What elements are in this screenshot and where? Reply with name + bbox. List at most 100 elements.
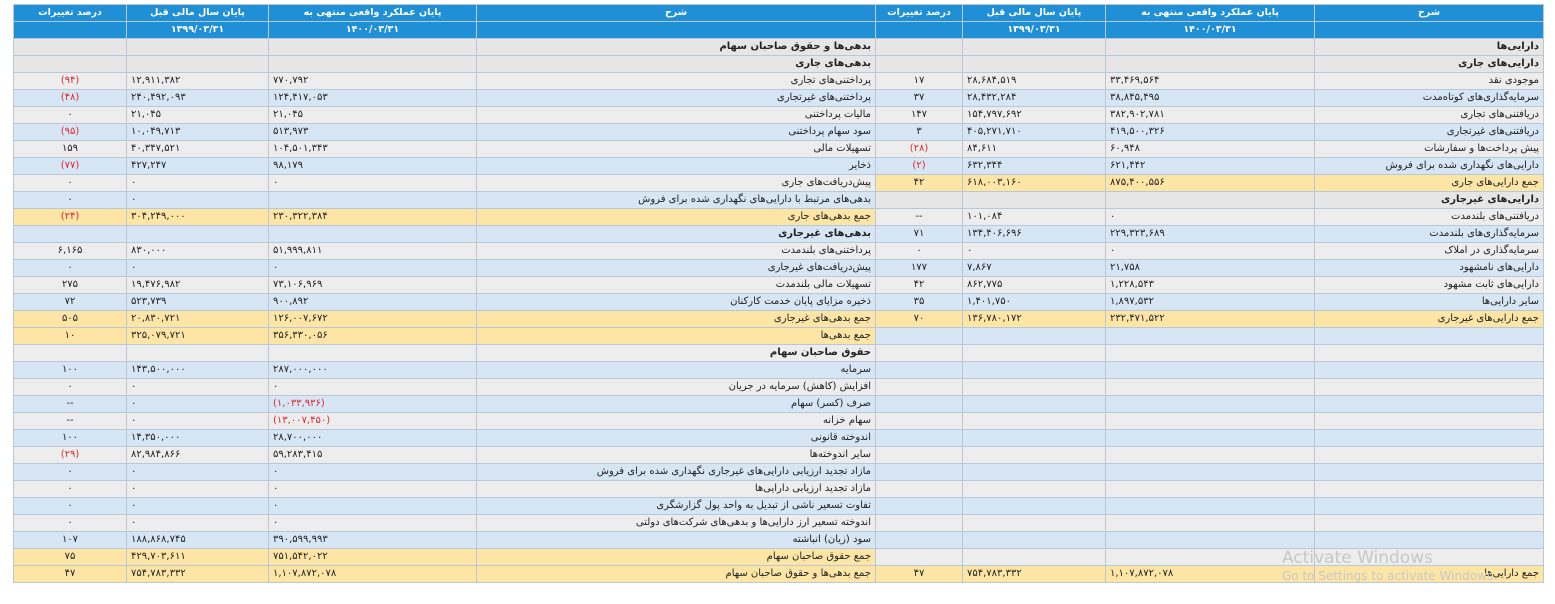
liab-desc-header[interactable]: شرح bbox=[476, 4, 876, 22]
table-row[interactable]: دریافتنی‌های بلندمدت ۰ ۱۰۱,۰۸۴ -- جمع بدهی‌ه… bbox=[13, 208, 1544, 226]
assets-pct-cell bbox=[875, 55, 963, 73]
liab-pct-header[interactable]: درصد تغییرات bbox=[13, 4, 127, 22]
liab-current-cell: (۱,۰۳۳,۹۳۶) bbox=[268, 395, 477, 413]
assets-current-cell: ۸۷۵,۴۰۰,۵۵۶ bbox=[1105, 174, 1315, 192]
liab-desc-cell: پرداختنی‌های غیرتجاری bbox=[476, 89, 876, 107]
table-row[interactable]: مازاد تجدید ارزیابی دارایی‌های غیرجاری ن… bbox=[13, 463, 1544, 481]
liab-pct-cell: -- bbox=[13, 395, 127, 413]
liab-pct-cell: ۷۵ bbox=[13, 548, 127, 566]
assets-pct-cell: ۴۲ bbox=[875, 276, 963, 294]
liab-current-cell: ۱۲۶,۰۰۷,۶۷۲ bbox=[268, 310, 477, 328]
table-row[interactable]: سرمایه ۲۸۷,۰۰۰,۰۰۰ ۱۴۳,۵۰۰,۰۰۰ ۱۰۰ bbox=[13, 361, 1544, 379]
assets-prev-cell: ۴۰۵,۲۷۱,۷۱۰ bbox=[962, 123, 1106, 141]
liab-current-cell: ۰ bbox=[268, 480, 477, 498]
liab-current-cell: ۹۰۰,۸۹۲ bbox=[268, 293, 477, 311]
liab-desc-cell: مازاد تجدید ارزیابی دارایی‌ها bbox=[476, 480, 876, 498]
liab-prev-date: ۱۳۹۹/۰۳/۳۱ bbox=[126, 21, 269, 39]
liab-desc-cell: جمع حقوق صاحبان سهام bbox=[476, 548, 876, 566]
assets-prev-cell: ۸۴,۶۱۱ bbox=[962, 140, 1106, 158]
liab-prev-cell bbox=[126, 344, 269, 362]
assets-desc-cell: دریافتنی‌های تجاری bbox=[1314, 106, 1544, 124]
liab-pct-cell: ۱۰ bbox=[13, 327, 127, 345]
assets-pct-cell bbox=[875, 344, 963, 362]
table-row[interactable]: دارایی‌های غیرجاری بدهی‌های مرتبط با دارا… bbox=[13, 191, 1544, 209]
table-row[interactable]: جمع دارایی‌های جاری ۸۷۵,۴۰۰,۵۵۶ ۶۱۸,۰۰۳,۱۶… bbox=[13, 174, 1544, 192]
liab-prev-cell: ۱۴,۳۵۰,۰۰۰ bbox=[126, 429, 269, 447]
assets-current-header[interactable]: پایان عملکرد واقعی منتهی به bbox=[1105, 4, 1315, 22]
liab-pct-cell: ۰ bbox=[13, 259, 127, 277]
liab-pct-cell: (۹۴) bbox=[13, 72, 127, 90]
table-row[interactable]: اندوخته قانونی ۲۸,۷۰۰,۰۰۰ ۱۴,۳۵۰,۰۰۰ ۱۰۰ bbox=[13, 429, 1544, 447]
assets-desc-cell bbox=[1314, 429, 1544, 447]
table-row[interactable]: دارایی‌ها بدهی‌ها و حقوق صاحبان سهام bbox=[13, 38, 1544, 56]
liab-prev-cell: ۳۲۵,۰۷۹,۷۲۱ bbox=[126, 327, 269, 345]
liab-prev-cell: ۱۰,۰۴۹,۷۱۳ bbox=[126, 123, 269, 141]
table-row[interactable]: اندوخته تسعیر ارز دارایی‌ها و بدهی‌های ش… bbox=[13, 514, 1544, 532]
liab-pct-cell: ۷۲ bbox=[13, 293, 127, 311]
table-row[interactable]: سرمایه‌گذاری در املاک ۰ ۰ ۰ پرداختنی‌های بلن… bbox=[13, 242, 1544, 260]
liab-pct-cell: ۱۰۷ bbox=[13, 531, 127, 549]
table-row[interactable]: حقوق صاحبان سهام bbox=[13, 344, 1544, 362]
table-row[interactable]: دریافتنی‌های تجاری ۳۸۲,۹۰۲,۷۸۱ ۱۵۴,۷۹۷,۶۹۲… bbox=[13, 106, 1544, 124]
liab-desc-cell: پرداختنی‌های تجاری bbox=[476, 72, 876, 90]
liab-pct-cell: ۰ bbox=[13, 378, 127, 396]
liab-desc-cell: پیش‌دریافت‌های غیرجاری bbox=[476, 259, 876, 277]
liab-desc-cell: افزایش (کاهش) سرمایه در جریان bbox=[476, 378, 876, 396]
liab-desc-cell: پرداختنی‌های بلندمدت bbox=[476, 242, 876, 260]
table-row[interactable]: سایر دارایی‌ها ۱,۸۹۷,۵۳۲ ۱,۴۰۱,۷۵۰ ۳۵ ذخیره … bbox=[13, 293, 1544, 311]
table-row[interactable]: سایر اندوخته‌ها ۵۹,۲۸۳,۴۱۵ ۸۲,۹۸۴,۸۶۶ (۲۹) bbox=[13, 446, 1544, 464]
table-row[interactable]: دارایی‌های نگهداری شده برای فروش ۶۲۱,۴۴۲ ۶… bbox=[13, 157, 1544, 175]
liab-prev-cell: ۱۹,۴۷۶,۹۸۲ bbox=[126, 276, 269, 294]
assets-desc-cell bbox=[1314, 378, 1544, 396]
liab-pct-cell: ۰ bbox=[13, 497, 127, 515]
liab-pct-cell: (۹۵) bbox=[13, 123, 127, 141]
liab-current-cell: (۱۳,۰۰۷,۴۵۰) bbox=[268, 412, 477, 430]
assets-pct-cell bbox=[875, 395, 963, 413]
liab-desc-cell: بدهی‌ها و حقوق صاحبان سهام bbox=[476, 38, 876, 56]
liab-current-cell: ۱۰۴,۵۰۱,۳۴۳ bbox=[268, 140, 477, 158]
liab-prev-cell: ۰ bbox=[126, 412, 269, 430]
assets-prev-cell bbox=[962, 497, 1106, 515]
liab-pct-cell: ۴۷ bbox=[13, 565, 127, 583]
table-row[interactable]: دارایی‌های ثابت مشهود ۱,۲۲۸,۵۴۳ ۸۶۲,۷۷۵ ۴۲ ت… bbox=[13, 276, 1544, 294]
table-row[interactable]: جمع دارایی‌های غیرجاری ۲۳۲,۴۷۱,۵۲۲ ۱۳۶,۷۸۰… bbox=[13, 310, 1544, 328]
liab-desc-cell: بدهی‌های مرتبط با دارایی‌های نگهداری شده… bbox=[476, 191, 876, 209]
watermark-title: Activate Windows bbox=[1282, 548, 1433, 568]
table-row[interactable]: موجودی نقد ۳۳,۴۶۹,۵۶۴ ۲۸,۶۸۴,۵۱۹ ۱۷ پرداختنی… bbox=[13, 72, 1544, 90]
assets-pct-cell: (۲۸) bbox=[875, 140, 963, 158]
liab-current-header[interactable]: پایان عملکرد واقعی منتهی به bbox=[268, 4, 477, 22]
table-row[interactable]: سرمایه‌گذاری‌های کوتاه‌مدت ۳۸,۸۴۵,۴۹۵ ۲۸,۴… bbox=[13, 89, 1544, 107]
assets-desc-header[interactable]: شرح bbox=[1314, 4, 1544, 22]
assets-prev-header[interactable]: پایان سال مالی قبل bbox=[962, 4, 1106, 22]
table-row[interactable]: جمع بدهی‌ها ۳۵۶,۳۳۰,۰۵۶ ۳۲۵,۰۷۹,۷۲۱ ۱۰ bbox=[13, 327, 1544, 345]
liab-current-cell: ۹۸,۱۷۹ bbox=[268, 157, 477, 175]
assets-current-date: ۱۴۰۰/۰۳/۳۱ bbox=[1105, 21, 1315, 39]
table-row[interactable]: پیش پرداخت‌ها و سفارشات ۶۰,۹۴۸ ۸۴,۶۱۱ (۲۸) ت… bbox=[13, 140, 1544, 158]
assets-pct-cell: ۱۷ bbox=[875, 72, 963, 90]
liab-current-cell: ۱,۱۰۷,۸۷۲,۰۷۸ bbox=[268, 565, 477, 583]
table-row[interactable]: تفاوت تسعیر ناشی از تبدیل به واحد پول گز… bbox=[13, 497, 1544, 515]
liab-desc-cell: مالیات پرداختنی bbox=[476, 106, 876, 124]
table-row[interactable]: صرف (کسر) سهام (۱,۰۳۳,۹۳۶) ۰ -- bbox=[13, 395, 1544, 413]
liab-prev-cell: ۷۵۴,۷۸۳,۳۳۲ bbox=[126, 565, 269, 583]
table-row[interactable]: جمع حقوق صاحبان سهام ۷۵۱,۵۴۲,۰۲۲ ۴۲۹,۷۰۳,۶… bbox=[13, 548, 1544, 566]
table-row[interactable]: مازاد تجدید ارزیابی دارایی‌ها ۰ ۰ ۰ bbox=[13, 480, 1544, 498]
assets-pct-cell bbox=[875, 412, 963, 430]
table-row[interactable]: سرمایه‌گذاری‌های بلندمدت ۲۲۹,۳۲۳,۶۸۹ ۱۳۴,۴… bbox=[13, 225, 1544, 243]
assets-pct-header[interactable]: درصد تغییرات bbox=[875, 4, 963, 22]
assets-current-cell: ۳۳,۴۶۹,۵۶۴ bbox=[1105, 72, 1315, 90]
liab-desc-cell: سرمایه bbox=[476, 361, 876, 379]
table-row[interactable]: دریافتنی‌های غیرتجاری ۴۱۹,۵۰۰,۳۲۶ ۴۰۵,۲۷۱,… bbox=[13, 123, 1544, 141]
table-row[interactable]: افزایش (کاهش) سرمایه در جریان ۰ ۰ ۰ bbox=[13, 378, 1544, 396]
liab-prev-cell: ۴۰,۳۴۷,۵۲۱ bbox=[126, 140, 269, 158]
liab-pct-cell: (۲۴) bbox=[13, 208, 127, 226]
assets-prev-cell: ۷,۸۶۷ bbox=[962, 259, 1106, 277]
table-row[interactable]: دارایی‌های نامشهود ۲۱,۷۵۸ ۷,۸۶۷ ۱۷۷ پیش‌دریا… bbox=[13, 259, 1544, 277]
table-row[interactable]: دارایی‌های جاری بدهی‌های جاری bbox=[13, 55, 1544, 73]
assets-current-cell bbox=[1105, 548, 1315, 566]
table-row[interactable]: جمع دارایی‌ها ۱,۱۰۷,۸۷۲,۰۷۸ ۷۵۴,۷۸۳,۳۳۲ ۴۷ ج… bbox=[13, 565, 1544, 583]
table-row[interactable]: سود (زیان) انباشته ۳۹۰,۵۹۹,۹۹۳ ۱۸۸,۸۶۸,۷۴۵… bbox=[13, 531, 1544, 549]
liab-prev-header[interactable]: پایان سال مالی قبل bbox=[126, 4, 269, 22]
table-row[interactable]: سهام خزانه (۱۳,۰۰۷,۴۵۰) ۰ -- bbox=[13, 412, 1544, 430]
liab-pct-cell bbox=[13, 55, 127, 73]
